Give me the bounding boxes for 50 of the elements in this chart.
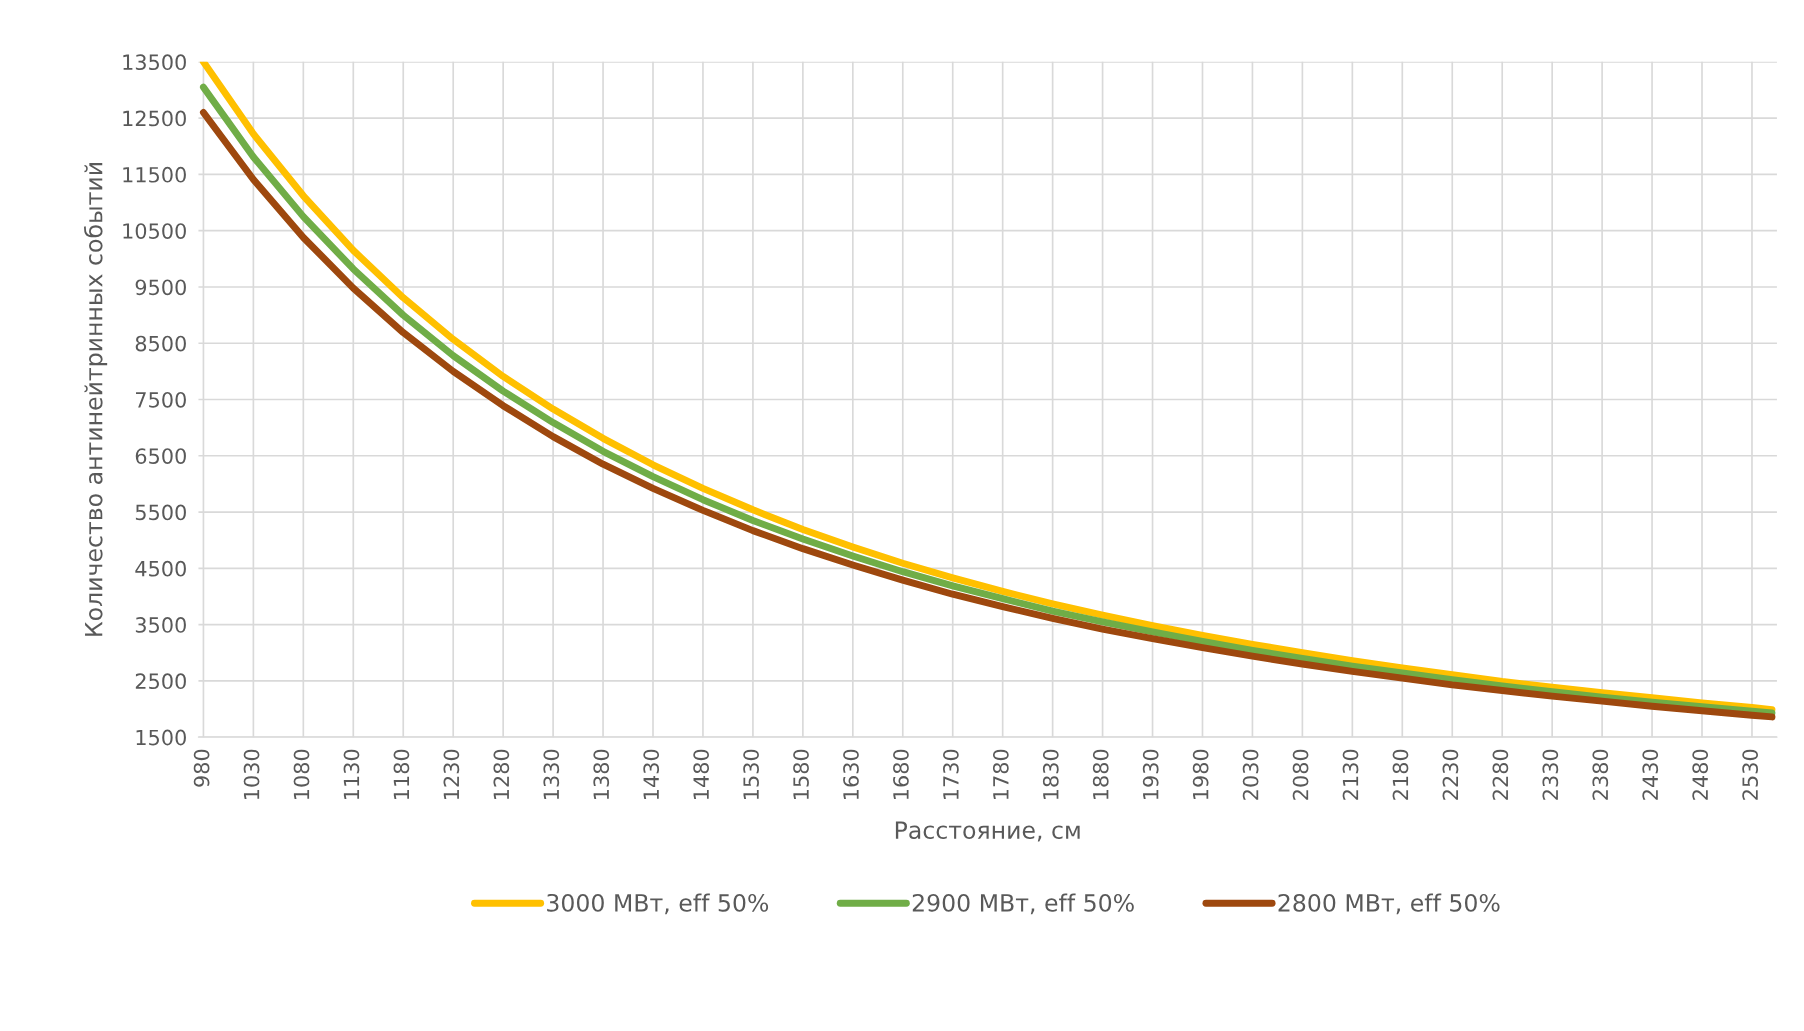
- x-tick-label: 1130: [343, 749, 360, 800]
- x-tick-label: 1480: [693, 749, 710, 800]
- x-tick-label: 1430: [643, 749, 660, 800]
- x-tick-label: 2530: [1742, 749, 1759, 800]
- x-tick-label: 2430: [1642, 749, 1659, 800]
- x-tick-label: 2330: [1542, 749, 1559, 800]
- x-tick-label: 1530: [743, 749, 759, 800]
- x-tick-label: 2480: [1692, 749, 1709, 800]
- y-axis-title: Количество антинейтринных событий: [83, 163, 108, 636]
- x-tick-label: 1930: [1142, 749, 1159, 800]
- legend-label: 2800 МВт, eff 50%: [1278, 893, 1500, 915]
- x-tick-label: 1180: [393, 749, 410, 800]
- y-tick-label: 3500: [135, 617, 186, 633]
- y-tick-label: 9500: [135, 279, 186, 296]
- y-tick-label: 5500: [135, 504, 186, 521]
- x-tick-label: 1680: [893, 749, 909, 800]
- x-tick-label: 980: [193, 749, 210, 787]
- x-tick-label: 2380: [1592, 749, 1609, 800]
- x-tick-label: 1280: [493, 749, 510, 800]
- x-tick-label: 1830: [1042, 749, 1059, 800]
- y-tick-label: 11500: [123, 166, 186, 183]
- x-tick-label: 1580: [793, 749, 809, 800]
- x-tick-label: 1630: [843, 749, 859, 800]
- x-tick-label: 2180: [1392, 749, 1409, 800]
- y-tick-label: 12500: [123, 110, 186, 127]
- legend-label: 3000 МВт, eff 50%: [547, 893, 769, 915]
- y-tick-label: 8500: [135, 335, 186, 352]
- y-tick-label: 4500: [135, 560, 186, 577]
- x-tick-label: 1330: [543, 749, 560, 800]
- x-tick-label: 1080: [293, 749, 310, 800]
- y-tick-label: 2500: [135, 673, 186, 690]
- x-tick-label: 2130: [1342, 749, 1359, 800]
- x-axis-title: Расстояние, см: [895, 821, 1080, 842]
- x-tick-label: 1730: [943, 749, 959, 800]
- y-tick-label: 10500: [123, 223, 186, 239]
- x-tick-label: 2080: [1292, 749, 1309, 800]
- y-tick-label: 13500: [123, 54, 186, 71]
- x-tick-label: 2030: [1242, 749, 1259, 800]
- x-tick-label: 1030: [243, 749, 260, 800]
- x-tick-label: 1780: [992, 749, 1009, 800]
- y-tick-label: 1500: [136, 729, 186, 746]
- x-tick-label: 1880: [1092, 749, 1109, 800]
- legend-label: 2900 МВт, eff 50%: [912, 893, 1134, 915]
- x-tick-label: 2280: [1492, 749, 1509, 800]
- x-tick-label: 2230: [1442, 749, 1459, 800]
- y-tick-label: 6500: [135, 448, 186, 464]
- x-tick-label: 1380: [593, 749, 610, 800]
- x-tick-label: 1980: [1192, 749, 1209, 800]
- y-tick-label: 7500: [136, 391, 186, 408]
- x-tick-label: 1230: [443, 749, 460, 800]
